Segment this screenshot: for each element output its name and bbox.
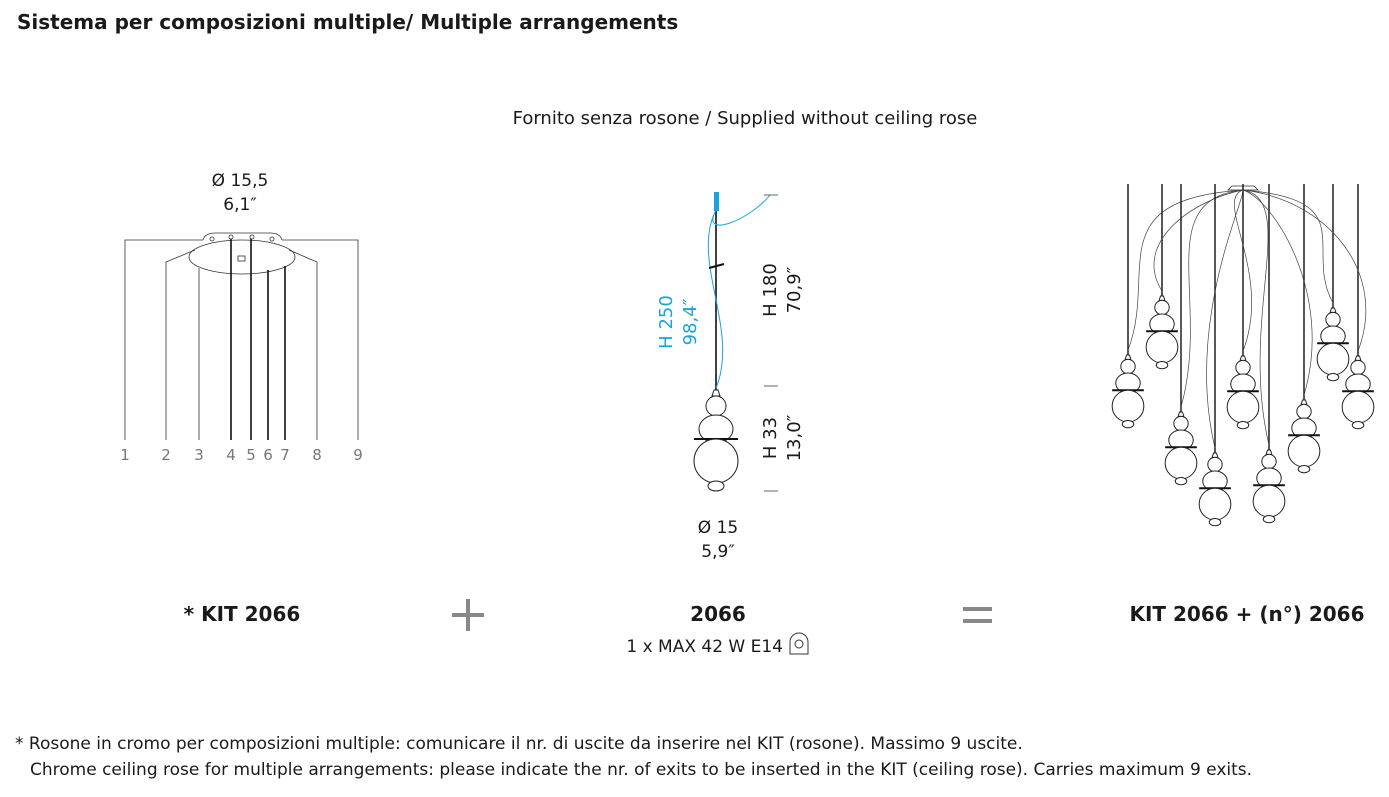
small-sphere <box>1325 311 1341 328</box>
cap <box>1158 295 1166 301</box>
power-cord <box>1242 189 1334 304</box>
power-cord <box>1242 189 1270 446</box>
lamp-diameter: Ø 15 <box>698 518 738 538</box>
plus-sign <box>452 599 484 631</box>
bottom-cap <box>1297 465 1311 474</box>
power-cord <box>707 194 771 389</box>
kit-drawing <box>124 232 359 440</box>
title: Sistema per composizioni multiple/ Multi… <box>17 10 678 34</box>
cap <box>1300 399 1308 405</box>
kit-label: * KIT 2066 <box>184 602 301 626</box>
wires <box>124 239 359 440</box>
exit-number: 7 <box>280 446 290 464</box>
exit-number: 9 <box>353 446 363 464</box>
cable-end <box>714 192 719 211</box>
cable-height: H 180 <box>760 263 781 317</box>
exits <box>209 234 275 242</box>
small-sphere <box>1154 299 1170 316</box>
composition-drawing <box>1111 184 1375 527</box>
rose-plate <box>202 232 283 241</box>
power-cord <box>1234 189 1252 352</box>
small-sphere <box>705 395 727 417</box>
cap <box>1239 355 1247 361</box>
footnote-it: * Rosone in cromo per composizioni multi… <box>15 734 1023 754</box>
rose <box>188 239 296 275</box>
bottom-cap <box>1262 515 1276 524</box>
dim-ticks <box>764 194 778 492</box>
large-sphere <box>1287 434 1321 468</box>
cap <box>1265 449 1273 455</box>
power-cord <box>1127 189 1244 351</box>
equals-sign <box>963 607 992 623</box>
bottom-cap <box>1174 477 1188 486</box>
bottom-cap <box>1326 373 1340 382</box>
lamp-label: 2066 <box>690 602 746 626</box>
result-label: KIT 2066 + (n°) 2066 <box>1129 602 1364 626</box>
cap <box>1177 411 1185 417</box>
screw <box>237 255 246 262</box>
cap <box>1329 307 1337 313</box>
large-sphere <box>1145 330 1179 364</box>
bottom-cap <box>1155 361 1169 370</box>
power-cord <box>1242 189 1367 352</box>
wires <box>230 238 286 440</box>
bottom-cap <box>1236 421 1250 430</box>
large-sphere <box>1226 390 1260 424</box>
total-height: H 250 <box>656 295 677 349</box>
kit-diameter-in: 6,1″ <box>223 195 256 215</box>
cap <box>711 389 721 397</box>
exit-number: 5 <box>246 446 256 464</box>
small-sphere <box>1173 415 1189 432</box>
exit-number: 1 <box>120 446 130 464</box>
large-sphere <box>1252 484 1286 518</box>
kit-diameter: Ø 15,5 <box>212 171 269 191</box>
small-sphere <box>1120 358 1136 375</box>
large-sphere <box>693 438 739 484</box>
power-cord <box>1242 189 1313 396</box>
small-sphere <box>1296 403 1312 420</box>
body-height: H 33 <box>760 417 781 459</box>
small-sphere <box>1235 359 1251 376</box>
lamp-spec: 1 x MAX 42 W E14 <box>626 637 783 657</box>
exit-number: 6 <box>263 446 273 464</box>
bulb-icon <box>789 632 809 655</box>
footnote-en: Chrome ceiling rose for multiple arrange… <box>30 760 1252 780</box>
bottom-cap <box>1121 420 1135 429</box>
power-cord <box>1153 189 1244 292</box>
total-height-in: 98,4″ <box>680 298 701 345</box>
bottom-cap <box>1351 421 1365 430</box>
power-cord <box>1206 189 1244 449</box>
exit-number: 4 <box>226 446 236 464</box>
exit-number: 8 <box>312 446 322 464</box>
large-sphere <box>1164 446 1198 480</box>
bottom-cap <box>707 480 725 492</box>
cap <box>1124 354 1132 360</box>
lamp-drawing <box>693 192 778 492</box>
small-sphere <box>1207 456 1223 473</box>
large-sphere <box>1316 342 1350 376</box>
small-sphere <box>1350 359 1366 376</box>
cap <box>1211 452 1219 458</box>
large-sphere <box>1198 487 1232 521</box>
cap <box>1354 355 1362 361</box>
supply-note: Fornito senza rosone / Supplied without … <box>513 108 978 129</box>
large-sphere <box>1111 389 1145 423</box>
large-sphere <box>1341 390 1375 424</box>
bottom-cap <box>1208 518 1222 527</box>
clip <box>708 263 725 269</box>
small-sphere <box>1261 453 1277 470</box>
cable-height-in: 70,9″ <box>784 266 805 313</box>
exit-number: 3 <box>194 446 204 464</box>
body-height-in: 13,0″ <box>784 414 805 461</box>
exit-number: 2 <box>161 446 171 464</box>
lamp-diameter-in: 5,9″ <box>701 542 734 562</box>
